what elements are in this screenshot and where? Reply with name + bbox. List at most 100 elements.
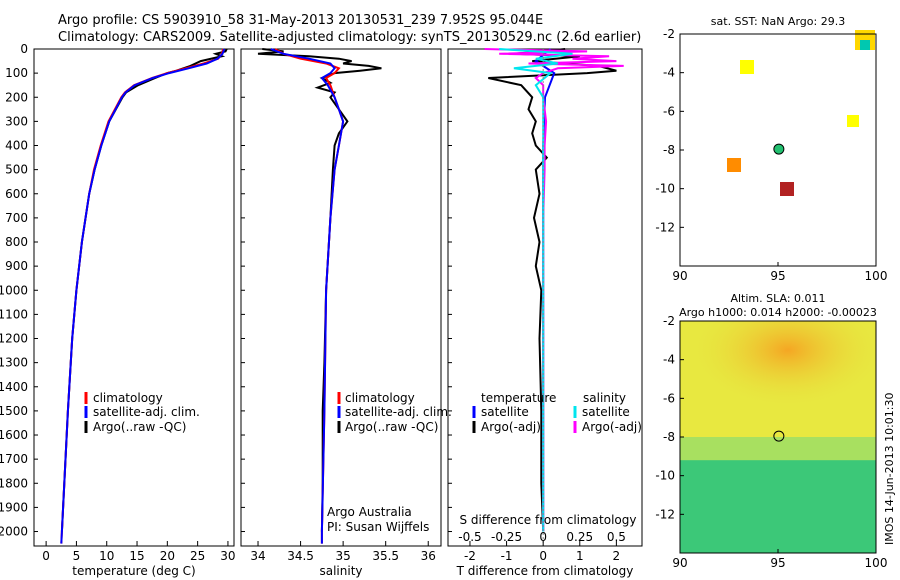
sla-band xyxy=(680,321,876,437)
s-diff-tick-label: -0.25 xyxy=(491,530,522,544)
map-x-tick-label: 95 xyxy=(770,556,785,570)
depth-tick-label: 1600 xyxy=(0,428,28,442)
sst-cell xyxy=(847,115,859,127)
credit-line2: PI: Susan Wijffels xyxy=(327,520,429,534)
legend-satellite: satellite-adj. clim. xyxy=(93,405,200,419)
x-tick-label: 25 xyxy=(190,549,205,563)
legend-sal-satellite: satellite xyxy=(582,405,630,419)
difference-title: S difference from climatology xyxy=(460,513,637,527)
depth-tick-label: 900 xyxy=(5,259,28,273)
temperature-xlabel: temperature (deg C) xyxy=(72,564,195,578)
legend-satellite: satellite-adj. clim. xyxy=(345,405,452,419)
salinity-plot-frame xyxy=(240,48,442,547)
depth-tick-label: 200 xyxy=(5,90,28,104)
temperature-legend: climatology satellite-adj. clim. Argo(..… xyxy=(84,391,200,434)
map-x-tick-label: 90 xyxy=(672,556,687,570)
x-tick-label: 1 xyxy=(576,549,584,563)
map-y-tick-label: -12 xyxy=(655,507,675,521)
sst-map: 90 95 100 -2 -4 -6 -8 -10 -12 xyxy=(655,27,887,283)
imos-timestamp: IMOS 14-Jun-2013 10:01:30 xyxy=(883,392,896,545)
argo-position-marker xyxy=(773,143,785,155)
series-line-satellite-adj-clim- xyxy=(270,48,345,544)
x-tick-label: 34.5 xyxy=(287,549,314,563)
depth-tick-label: 1100 xyxy=(0,307,28,321)
depth-tick-label: 100 xyxy=(5,66,28,80)
salinity-legend: climatology satellite-adj. clim. Argo(..… xyxy=(337,391,452,434)
legend-sal-argo: Argo(-adj) xyxy=(582,420,642,434)
map-y-tick-label: -12 xyxy=(655,220,675,234)
legend-argo: Argo(..raw -QC) xyxy=(345,420,438,434)
series-line-salinity-argo-adj- xyxy=(484,48,624,532)
x-tick-label: 10 xyxy=(99,549,114,563)
x-tick-label: 30 xyxy=(220,549,235,563)
x-tick-label: 36 xyxy=(421,549,436,563)
depth-tick-label: 700 xyxy=(5,211,28,225)
map-y-tick-label: -8 xyxy=(663,143,675,157)
series-line-climatology xyxy=(60,48,225,544)
x-tick-label: -2 xyxy=(464,549,476,563)
legend-climatology: climatology xyxy=(345,391,415,405)
map-y-tick-label: -8 xyxy=(663,430,675,444)
credit-line1: Argo Australia xyxy=(327,505,412,519)
depth-tick-label: 2000 xyxy=(0,525,28,539)
difference-legend: temperature satellite Argo(-adj) salinit… xyxy=(472,391,642,434)
x-tick-label: 34 xyxy=(250,549,265,563)
figure-title-line2: Climatology: CARS2009. Satellite-adjuste… xyxy=(58,30,642,45)
x-tick-label: -1 xyxy=(501,549,513,563)
x-axes: 0 5 10 15 20 25 30 34 34.5 35 35.5 36 -2 -1 0 1 2 -0.5 -0.… xyxy=(42,530,626,563)
s-diff-tick-label: -0.5 xyxy=(458,530,481,544)
depth-tick-label: 1700 xyxy=(0,452,28,466)
sst-map-title: sat. SST: NaN Argo: 29.3 xyxy=(711,15,845,28)
difference-xlabel: T difference from climatology xyxy=(456,564,634,578)
map-y-tick-label: -4 xyxy=(663,66,675,80)
legend-climatology: climatology xyxy=(93,391,163,405)
map-x-tick-label: 90 xyxy=(672,269,687,283)
map-x-tick-label: 100 xyxy=(865,556,888,570)
sla-map-title: Altim. SLA: 0.011 xyxy=(730,292,825,305)
map-y-tick-label: -6 xyxy=(663,104,675,118)
depth-tick-label: 600 xyxy=(5,187,28,201)
depth-tick-label: 1400 xyxy=(0,380,28,394)
s-diff-tick-label: 0.25 xyxy=(566,530,593,544)
difference-plot-frame xyxy=(447,48,643,547)
sst-cell xyxy=(860,40,870,50)
depth-tick-label: 1300 xyxy=(0,356,28,370)
series-line-satellite-adj-clim- xyxy=(60,48,226,544)
legend-argo: Argo(..raw -QC) xyxy=(93,420,186,434)
sst-cell xyxy=(740,60,754,74)
depth-tick-label: 1800 xyxy=(0,476,28,490)
temperature-plot-frame xyxy=(33,48,235,547)
depth-tick-label: 800 xyxy=(5,235,28,249)
x-tick-label: 15 xyxy=(129,549,144,563)
argo-position-marker xyxy=(773,430,785,442)
map-x-tick-label: 95 xyxy=(770,269,785,283)
s-diff-tick-label: 0.5 xyxy=(607,530,626,544)
series-line-temperature-satellite xyxy=(534,48,556,532)
map-y-tick-label: -6 xyxy=(663,391,675,405)
legend-temperature-heading: temperature xyxy=(481,391,556,405)
sla-map-subtitle: Argo h1000: 0.014 h2000: -0.00023 xyxy=(679,306,877,319)
x-tick-label: 5 xyxy=(73,549,81,563)
salinity-series xyxy=(257,48,382,544)
sst-cell xyxy=(780,182,794,196)
s-diff-tick-label: 0 xyxy=(539,530,547,544)
legend-salinity-heading: salinity xyxy=(583,391,626,405)
legend-temp-satellite: satellite xyxy=(481,405,529,419)
map-y-tick-label: -10 xyxy=(655,469,675,483)
sst-cell xyxy=(727,158,741,172)
depth-tick-label: 1200 xyxy=(0,332,28,346)
depth-tick-label: 1500 xyxy=(0,404,28,418)
sla-map: 90 95 100 -2 -4 -6 -8 -10 -12 xyxy=(655,314,887,570)
depth-tick-label: 500 xyxy=(5,163,28,177)
x-tick-label: 0 xyxy=(539,549,547,563)
x-tick-label: 20 xyxy=(160,549,175,563)
legend-temp-argo: Argo(-adj) xyxy=(481,420,541,434)
map-y-tick-label: -10 xyxy=(655,182,675,196)
map-x-tick-label: 100 xyxy=(865,269,888,283)
depth-axis: 0 100 200 300 400 500 600 700 800 900 1000 1100 1200… xyxy=(0,42,452,539)
map-y-tick-label: -2 xyxy=(663,314,675,328)
map-y-tick-label: -2 xyxy=(663,27,675,41)
depth-tick-label: 400 xyxy=(5,139,28,153)
salinity-xlabel: salinity xyxy=(319,564,362,578)
